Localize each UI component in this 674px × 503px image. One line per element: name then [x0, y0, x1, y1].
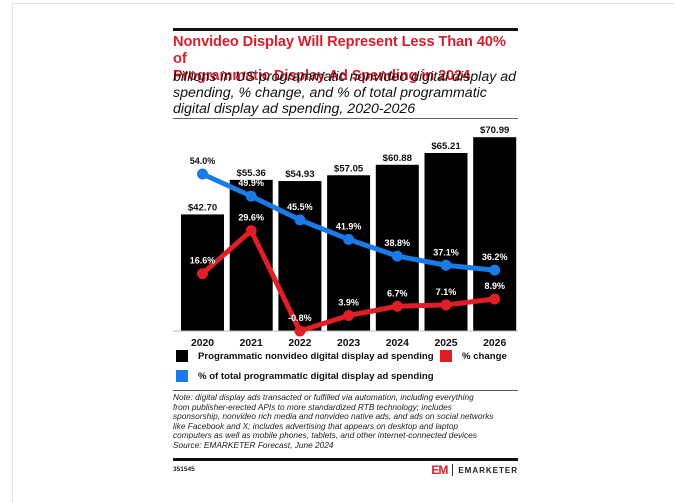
share-point-2024 — [391, 250, 403, 262]
legend-item-spending: Programmatic nonvideo digital display ad… — [176, 350, 434, 362]
bar-label-2024: $60.88 — [383, 153, 413, 164]
share-point-2026 — [489, 264, 501, 276]
change-label-2024: 6.7% — [387, 288, 408, 298]
bar-label-2023: $57.05 — [334, 163, 364, 174]
em-logo-icon: EM — [431, 463, 448, 477]
brand-name: EMARKETER — [458, 465, 518, 475]
bottom-rule — [173, 458, 518, 461]
share-point-2022 — [294, 214, 306, 226]
share-point-2021 — [245, 190, 257, 202]
legend-label: % of total programmatic digital display … — [198, 370, 434, 382]
bar-2023 — [327, 175, 371, 331]
bar-label-2022: $54.93 — [285, 169, 314, 180]
share-point-2020 — [197, 168, 208, 180]
chart-id: 351545 — [173, 466, 195, 473]
legend-label: Programmatic nonvideo digital display ad… — [198, 350, 434, 362]
change-point-2026 — [489, 293, 501, 305]
note-line: from publisher-erected APIs to more stan… — [173, 401, 452, 412]
chart-subtitle: billions in US programmatic nonvideo dig… — [173, 69, 523, 117]
page-frame — [12, 3, 674, 503]
subtitle-line: digital display ad spending, 2020-2026 — [173, 101, 416, 117]
share-label-2023: 41.9% — [336, 221, 362, 231]
legend-swatch-red — [440, 350, 452, 362]
change-point-2020 — [197, 268, 208, 280]
bar-label-2020: $42.70 — [188, 202, 217, 213]
x-tick-label-2021: 2021 — [240, 338, 263, 349]
change-point-2025 — [440, 299, 452, 311]
legend-item-share: % of total programmatic digital display … — [176, 370, 434, 382]
change-label-2020: 16.6% — [190, 256, 216, 266]
change-point-2024 — [391, 300, 403, 312]
chart-note: Note: digital display ads transacted or … — [173, 392, 518, 451]
change-label-2023: 3.9% — [338, 297, 359, 307]
legend-swatch-black — [176, 350, 188, 362]
legend-label: % change — [462, 350, 507, 362]
x-tick-label-2023: 2023 — [337, 338, 360, 349]
share-point-2025 — [440, 259, 452, 271]
bar-label-2025: $65.21 — [431, 141, 461, 152]
brand-logo: EM EMARKETER — [431, 463, 518, 477]
note-line: computers as well as mobile phones, tabl… — [173, 430, 477, 441]
share-label-2020: 54.0% — [190, 156, 216, 166]
combo-chart: $42.70 $55.36 $54.93 $57.05 $60.88 $65.21 $70.… — [173, 125, 518, 349]
share-label-2026: 36.2% — [482, 252, 508, 262]
x-tick-label-2020: 2020 — [191, 338, 214, 349]
share-label-2021: 49.9% — [238, 178, 264, 188]
x-tick-label-2022: 2022 — [288, 338, 311, 349]
change-point-2023 — [343, 309, 355, 321]
share-label-2022: 45.5% — [287, 202, 313, 212]
bar-label-2021: $55.36 — [237, 168, 266, 179]
title-line: Nonvideo Display Will Represent Less Tha… — [173, 34, 506, 67]
brand-divider — [452, 464, 454, 476]
top-rule — [173, 28, 518, 31]
subtitle-rule — [173, 118, 518, 119]
x-tick-label-2024: 2024 — [386, 338, 409, 349]
note-rule — [173, 390, 518, 391]
chart-title: Nonvideo Display Will Represent Less Tha… — [173, 34, 518, 85]
change-label-2026: 8.9% — [484, 281, 505, 291]
share-label-2024: 38.8% — [385, 238, 411, 248]
x-tick-label-2025: 2025 — [434, 338, 457, 349]
share-point-2023 — [343, 233, 355, 245]
x-tick-label-2026: 2026 — [483, 338, 506, 349]
note-line: sponsorship, nonvideo rich media and non… — [173, 411, 494, 422]
legend-item-change: % change — [440, 350, 507, 362]
source-line: Source: EMARKETER Forecast, June 2024 — [173, 439, 334, 450]
share-label-2025: 37.1% — [433, 247, 459, 257]
change-label-2021: 29.6% — [238, 213, 264, 223]
change-point-2021 — [245, 225, 257, 237]
bar-label-2026: $70.99 — [480, 125, 509, 136]
note-line: like Facebook and X; includes advertisin… — [173, 420, 459, 431]
note-line: Note: digital display ads transacted or … — [173, 392, 474, 402]
subtitle-line: spending, % change, and % of total progr… — [173, 85, 487, 101]
change-label-2025: 7.1% — [436, 287, 457, 297]
change-point-2022 — [294, 325, 306, 337]
change-label-2022: -0.8% — [288, 313, 312, 323]
title-line: Programmatic Display Ad Spending in 2024 — [173, 68, 471, 84]
legend-swatch-blue — [176, 370, 188, 382]
subtitle-line: billions in US programmatic nonvideo dig… — [173, 69, 517, 85]
